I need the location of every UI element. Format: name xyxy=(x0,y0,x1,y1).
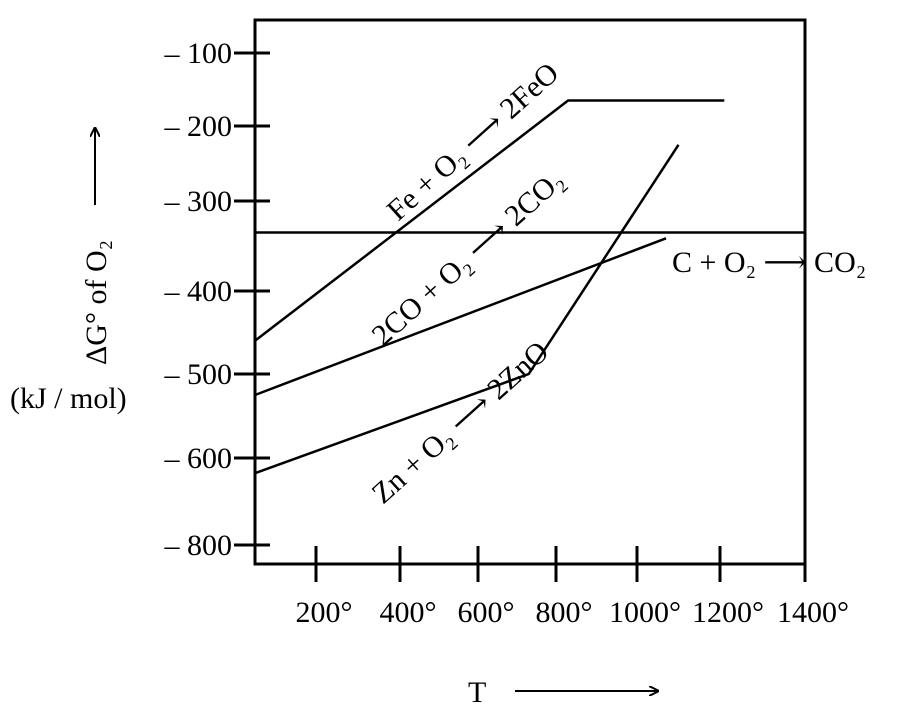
y-tick-label: – 100 xyxy=(164,37,233,70)
y-tick-label: – 300 xyxy=(164,185,233,218)
series-label-c: C + O₂ ⟶ CO₂ xyxy=(672,246,866,279)
x-tick-label: 1400° xyxy=(777,596,849,629)
y-axis-unit: (kJ / mol) xyxy=(10,382,127,415)
series-line-fe xyxy=(254,99,725,342)
x-tick-label: 200° xyxy=(296,596,353,629)
series-lines xyxy=(254,99,805,475)
x-tick-label: 400° xyxy=(380,596,437,629)
series-line-co xyxy=(254,237,667,397)
y-axis-ticks: – 100 – 200 – 300 – 400 – 500 – 600 – 800 xyxy=(164,37,270,562)
y-tick-label: – 400 xyxy=(164,275,233,308)
y-tick-label: – 800 xyxy=(164,529,233,562)
x-tick-label: 800° xyxy=(536,596,593,629)
series-line-zn xyxy=(254,144,680,475)
y-tick-label: – 600 xyxy=(164,442,233,475)
x-tick-label: 600° xyxy=(458,596,515,629)
y-tick-label: – 500 xyxy=(164,358,233,391)
x-axis-ticks: 200° 400° 600° 800° 1000° 1200° 1400° xyxy=(296,546,849,629)
x-tick-label: 1200° xyxy=(692,596,764,629)
y-axis-label: ΔG° of O₂ xyxy=(80,240,113,365)
x-tick-label: 1000° xyxy=(609,596,681,629)
y-tick-label: – 200 xyxy=(164,110,233,143)
x-axis-label: T xyxy=(468,676,486,709)
